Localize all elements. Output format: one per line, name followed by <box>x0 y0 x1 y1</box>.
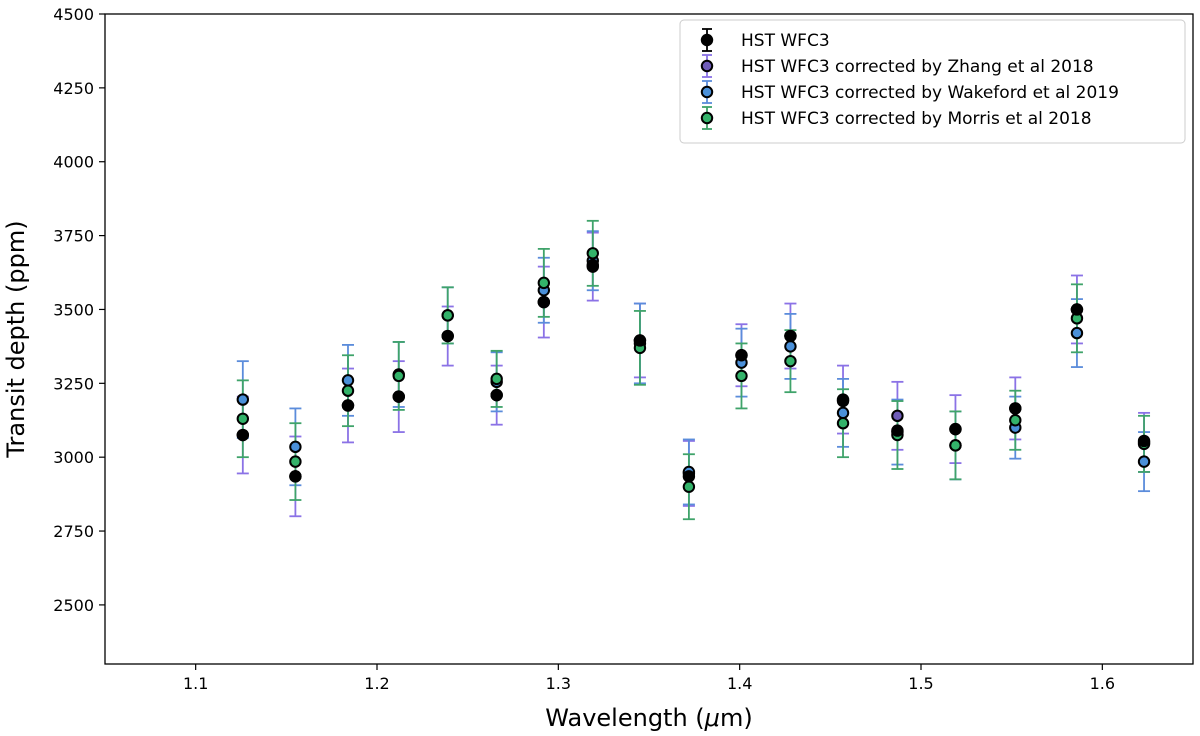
data-point <box>341 374 355 387</box>
data-point <box>682 480 696 493</box>
y-axis-label: Transit depth (ppm) <box>2 220 30 458</box>
data-point <box>949 439 962 452</box>
data-point <box>236 412 250 425</box>
data-point <box>949 422 962 436</box>
x-axis: 1.1 1.2 1.3 1.4 1.5 1.6 <box>183 664 1115 693</box>
data-point <box>236 393 250 406</box>
data-point <box>490 372 503 386</box>
x-axis-label-suffix: m) <box>720 704 753 732</box>
data-point <box>236 428 250 442</box>
markers-0 <box>236 258 1151 483</box>
y-tick-label: 3750 <box>53 227 94 246</box>
markers-1 <box>236 260 1151 483</box>
markers-3 <box>236 247 1151 493</box>
y-tick-label: 3000 <box>53 448 94 467</box>
data-point <box>586 258 599 272</box>
data-point <box>633 334 647 347</box>
y-axis: 2500 2750 3000 3250 3500 3750 4000 4250 4500 <box>53 5 105 615</box>
data-point <box>891 424 904 437</box>
plot-frame <box>104 13 1194 665</box>
x-tick-label: 1.4 <box>727 674 752 693</box>
data-point <box>490 388 503 402</box>
data-point <box>784 340 797 353</box>
legend-marker <box>700 59 714 73</box>
data-point <box>836 406 850 420</box>
y-tick-label: 2750 <box>53 522 94 541</box>
legend-box <box>679 19 1186 144</box>
data-point <box>537 276 551 290</box>
plot-area <box>236 219 1151 521</box>
y-tick-label: 3500 <box>53 300 94 319</box>
markers-2 <box>236 254 1151 479</box>
legend-marker <box>700 33 714 47</box>
y-tick-label: 4000 <box>53 153 94 172</box>
legend-label: HST WFC3 corrected by Zhang et al 2018 <box>741 57 1094 77</box>
y-tick-label: 4250 <box>53 79 94 98</box>
series-2 <box>236 230 1151 506</box>
data-point <box>392 390 405 403</box>
data-point <box>1137 434 1151 448</box>
x-axis-label-prefix: Wavelength ( <box>545 704 704 732</box>
data-point <box>1070 303 1084 316</box>
data-point <box>1009 402 1022 415</box>
data-point <box>1070 326 1084 340</box>
data-point <box>341 384 355 397</box>
legend-marker <box>700 111 714 125</box>
x-tick-label: 1.5 <box>908 674 933 693</box>
data-point <box>735 349 748 362</box>
x-tick-label: 1.3 <box>546 674 571 693</box>
data-point <box>441 329 454 343</box>
x-axis-label-mu: μ <box>704 704 720 732</box>
data-point <box>537 295 551 309</box>
data-point <box>836 394 850 408</box>
y-tick-label: 4500 <box>53 5 94 24</box>
x-axis-label: Wavelength (μm) <box>545 704 752 732</box>
legend-label: HST WFC3 <box>741 31 830 51</box>
data-point <box>341 399 355 412</box>
legend: HST WFC3 HST WFC3 corrected by Zhang et a… <box>679 19 1186 144</box>
data-point <box>392 369 405 383</box>
x-tick-label: 1.6 <box>1090 674 1115 693</box>
data-point <box>1009 414 1022 427</box>
legend-label: HST WFC3 corrected by Morris et al 2018 <box>741 109 1092 129</box>
legend-marker <box>700 85 714 99</box>
data-point <box>784 329 797 343</box>
y-tick-label: 3250 <box>53 374 94 393</box>
legend-label: HST WFC3 corrected by Wakeford et al 201… <box>741 83 1119 103</box>
data-point <box>289 455 302 468</box>
data-point <box>441 309 454 322</box>
data-point <box>891 409 904 423</box>
y-tick-label: 2500 <box>53 596 94 615</box>
x-tick-label: 1.2 <box>364 674 389 693</box>
data-point <box>784 354 797 368</box>
data-point <box>836 417 850 430</box>
data-point <box>1137 455 1151 468</box>
data-point <box>289 440 302 454</box>
data-point <box>289 470 302 483</box>
x-tick-label: 1.1 <box>183 674 208 693</box>
data-point <box>682 470 696 483</box>
data-point <box>735 369 748 383</box>
data-point <box>586 247 599 260</box>
